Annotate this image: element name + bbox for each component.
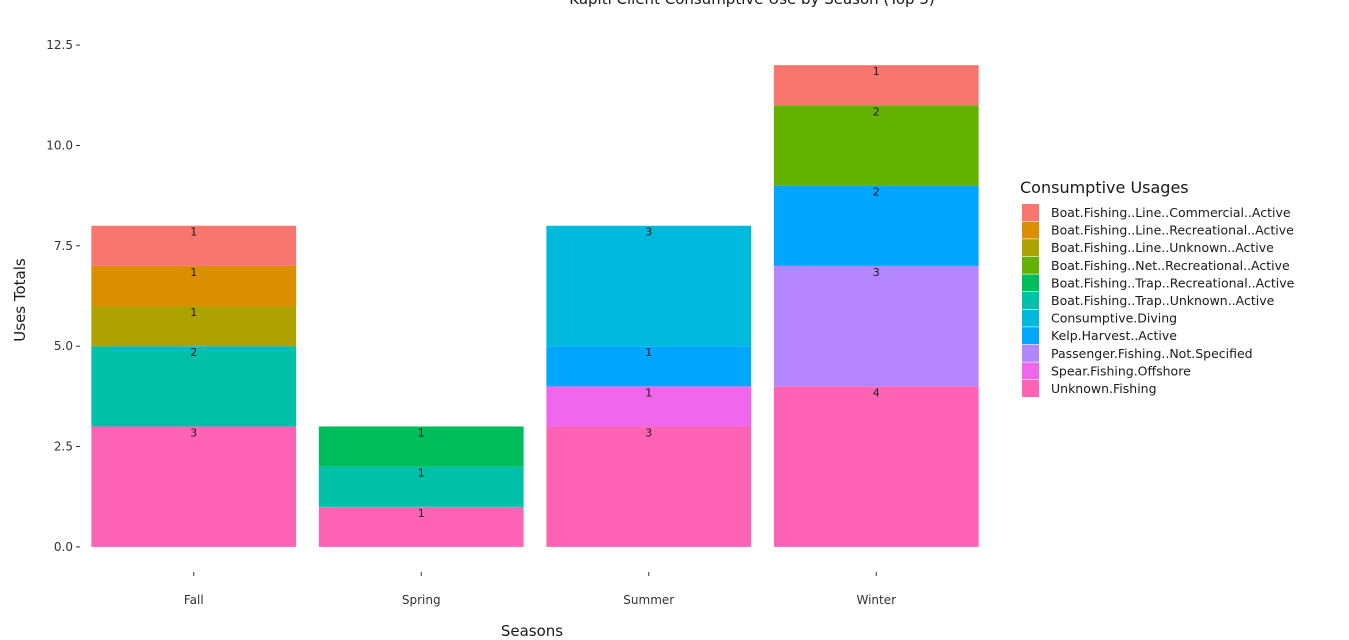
bar-segment-value-label: 3	[873, 266, 880, 279]
x-tick-label: Winter	[856, 593, 896, 607]
bar-segment-value-label: 1	[645, 346, 652, 359]
bar-segment-value-label: 1	[190, 226, 197, 239]
bar-segment-value-label: 2	[873, 186, 880, 199]
y-axis-title: Uses Totals	[11, 258, 29, 342]
legend-label: Passenger.Fishing..Not.Specified	[1051, 346, 1253, 361]
legend-label: Spear.Fishing.Offshore	[1051, 363, 1191, 378]
bar-segment-value-label: 2	[190, 346, 197, 359]
legend-label: Kelp.Harvest..Active	[1051, 328, 1177, 343]
bars	[91, 65, 979, 547]
legend-label: Boat.Fishing..Line..Unknown..Active	[1051, 240, 1274, 255]
legend-title: Consumptive Usages	[1020, 178, 1189, 197]
bar-segment	[773, 105, 979, 186]
legend-key	[1022, 221, 1039, 239]
bar-segment	[546, 346, 752, 387]
bar-segment	[91, 225, 297, 266]
bar-segment-value-label: 3	[190, 426, 197, 439]
bar-segment	[773, 265, 979, 387]
bar-segment-value-label: 3	[645, 226, 652, 239]
bar-segment-value-label: 1	[190, 306, 197, 319]
y-tick-label: 12.5	[46, 38, 73, 52]
legend-key	[1022, 309, 1039, 327]
axes: 0.0 2.5 5.0 7.5 10.0 12.5 Fall Spring Summer Wint…	[46, 38, 896, 607]
bar-segment	[773, 65, 979, 106]
y-tick-label: 7.5	[54, 239, 73, 253]
bar-segment	[318, 466, 524, 507]
bar-segment-value-label: 1	[418, 426, 425, 439]
bar-segment	[318, 426, 524, 467]
bar-segment	[546, 426, 752, 547]
x-tick-label: Spring	[402, 593, 441, 607]
bar-segment-value-label: 1	[418, 507, 425, 520]
bar-segment-value-label: 2	[873, 105, 880, 118]
legend-label: Unknown.Fishing	[1051, 381, 1157, 396]
y-tick-label: 5.0	[54, 339, 73, 353]
chart-title: Kapiti Client Consumptive Use by Season …	[569, 0, 935, 8]
legend: Consumptive Usages Boat.Fishing..Line..C…	[1020, 178, 1295, 397]
y-tick-label: 0.0	[54, 540, 73, 554]
legend-label: Boat.Fishing..Trap..Recreational..Active	[1051, 275, 1295, 290]
bar-segment	[91, 265, 297, 307]
legend-label: Boat.Fishing..Net..Recreational..Active	[1051, 258, 1290, 273]
legend-label: Boat.Fishing..Trap..Unknown..Active	[1051, 293, 1275, 308]
legend-key	[1022, 362, 1039, 380]
x-axis-title: Seasons	[501, 622, 563, 640]
bar-segment-value-label: 1	[645, 386, 652, 399]
bar-segment	[546, 386, 752, 427]
legend-key	[1022, 380, 1039, 397]
bar-segment-value-label: 1	[873, 65, 880, 78]
legend-label: Consumptive.Diving	[1051, 311, 1177, 326]
bar-segment	[773, 185, 979, 266]
bar-segment-value-label: 1	[418, 467, 425, 480]
bar-segment-value-label: 4	[873, 386, 880, 399]
legend-key	[1022, 327, 1039, 345]
bar-segment-value-label: 1	[190, 266, 197, 279]
bar-segment	[91, 426, 297, 547]
bar-segment-value-label: 3	[645, 426, 652, 439]
legend-key	[1022, 274, 1039, 292]
x-tick-label: Summer	[623, 593, 674, 607]
bar-segment	[318, 506, 524, 547]
bar-segment	[91, 306, 297, 347]
legend-key	[1022, 239, 1039, 257]
legend-label: Boat.Fishing..Line..Commercial..Active	[1051, 205, 1291, 220]
legend-key	[1022, 344, 1039, 362]
legend-label: Boat.Fishing..Line..Recreational..Active	[1051, 223, 1294, 238]
legend-key	[1022, 204, 1039, 221]
bar-segment	[546, 225, 752, 347]
legend-key	[1022, 256, 1039, 274]
x-tick-label: Fall	[184, 593, 204, 607]
legend-key	[1022, 292, 1039, 309]
bar-segment	[91, 346, 297, 427]
bar-segment	[773, 386, 979, 547]
y-tick-label: 10.0	[46, 138, 73, 152]
y-tick-label: 2.5	[54, 440, 73, 454]
segment-labels: 3 2 1 1 1 1 1 1 3 1 1 3 4 3 2 2 1	[190, 65, 880, 520]
